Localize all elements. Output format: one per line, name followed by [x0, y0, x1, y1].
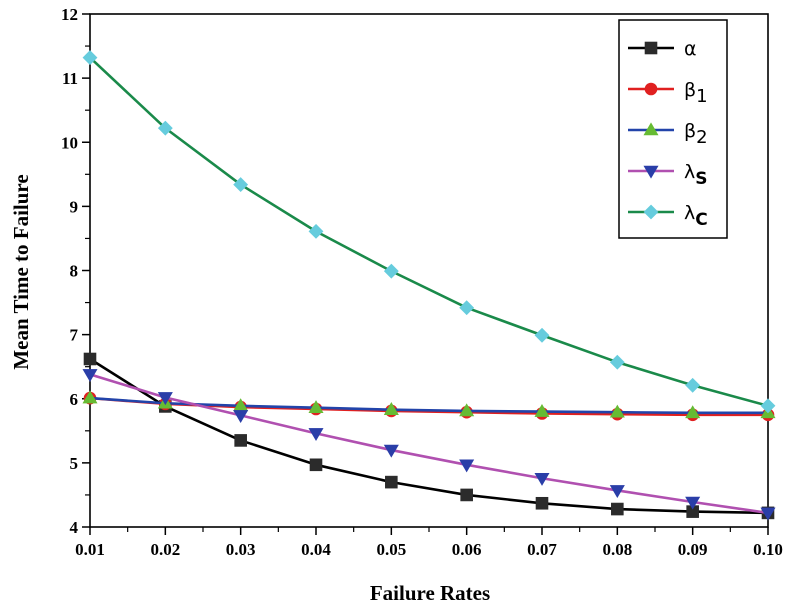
data-point: [308, 223, 324, 239]
data-point: [611, 502, 624, 516]
legend-label: λC: [684, 202, 708, 230]
y-tick-label: 6: [70, 390, 79, 409]
x-tick-label: 0.04: [301, 540, 331, 559]
legend-label: β1: [684, 79, 708, 107]
y-tick-label: 9: [70, 197, 79, 216]
y-tick-label: 10: [61, 133, 78, 152]
y-tick-label: 7: [70, 326, 79, 345]
y-tick-label: 4: [70, 518, 79, 537]
x-axis-title: Failure Rates: [370, 581, 490, 605]
data-point: [308, 428, 324, 441]
legend-swatch-marker: [643, 204, 659, 220]
series-2: [82, 390, 776, 419]
data-point: [385, 475, 398, 489]
legend-label: λS: [684, 161, 708, 189]
data-point: [609, 404, 625, 418]
data-point: [534, 472, 550, 486]
y-axis-title: Mean Time to Failure: [9, 174, 33, 369]
data-point: [157, 392, 173, 406]
data-point: [459, 300, 475, 316]
x-tick-label: 0.10: [753, 540, 783, 559]
legend-swatch-marker: [643, 122, 659, 136]
data-point: [760, 507, 776, 521]
data-point: [82, 390, 98, 404]
y-tick-label: 5: [70, 454, 79, 473]
x-tick-label: 0.08: [602, 540, 632, 559]
legend: α β1 β2 λS λC: [618, 19, 728, 239]
data-point: [460, 488, 473, 502]
data-point: [534, 327, 550, 343]
series-line: [89, 357, 769, 515]
data-point: [760, 398, 776, 414]
data-point: [82, 369, 98, 382]
series-4: [82, 50, 776, 414]
data-point: [309, 458, 323, 472]
x-tick-label: 0.05: [376, 540, 406, 559]
data-point: [609, 354, 625, 370]
series-layer: [82, 50, 776, 521]
data-point: [234, 434, 247, 447]
data-point: [685, 405, 701, 419]
legend-swatch-marker: [643, 165, 659, 179]
data-point: [534, 403, 550, 417]
data-point: [459, 403, 475, 417]
data-point: [157, 120, 173, 136]
x-tick-label: 0.01: [75, 540, 105, 559]
data-point: [83, 352, 97, 366]
series-3: [82, 369, 776, 521]
axes: 0.01 0.02 0.03 0.04 0.05 0.06 0.07 0.08 0.09 0.10…: [61, 5, 783, 559]
legend-label: β2: [684, 120, 708, 148]
y-tick-label: 11: [62, 69, 78, 88]
x-tick-label: 0.02: [150, 540, 180, 559]
y-tick-label: 12: [61, 5, 78, 24]
data-point: [459, 459, 475, 473]
data-point: [233, 410, 249, 424]
series-line: [89, 56, 769, 408]
legend-swatch-marker: [644, 82, 658, 96]
data-point: [383, 263, 399, 279]
x-tick-label: 0.03: [226, 540, 256, 559]
series-line: [89, 373, 769, 515]
legend-swatch-marker: [644, 41, 658, 55]
x-tick-label: 0.09: [678, 540, 708, 559]
data-point: [535, 496, 549, 510]
data-point: [233, 177, 249, 192]
x-tick-label: 0.06: [452, 540, 482, 559]
data-point: [383, 444, 399, 458]
data-point: [609, 485, 625, 499]
x-tick-label: 0.07: [527, 540, 557, 559]
series-0: [83, 352, 775, 520]
series-line: [89, 396, 768, 415]
legend-label: α: [684, 38, 697, 60]
data-point: [308, 400, 324, 414]
y-tick-label: 8: [70, 262, 79, 281]
data-point: [685, 496, 701, 510]
data-point: [82, 50, 98, 66]
data-point: [383, 402, 399, 415]
data-point: [685, 377, 701, 393]
